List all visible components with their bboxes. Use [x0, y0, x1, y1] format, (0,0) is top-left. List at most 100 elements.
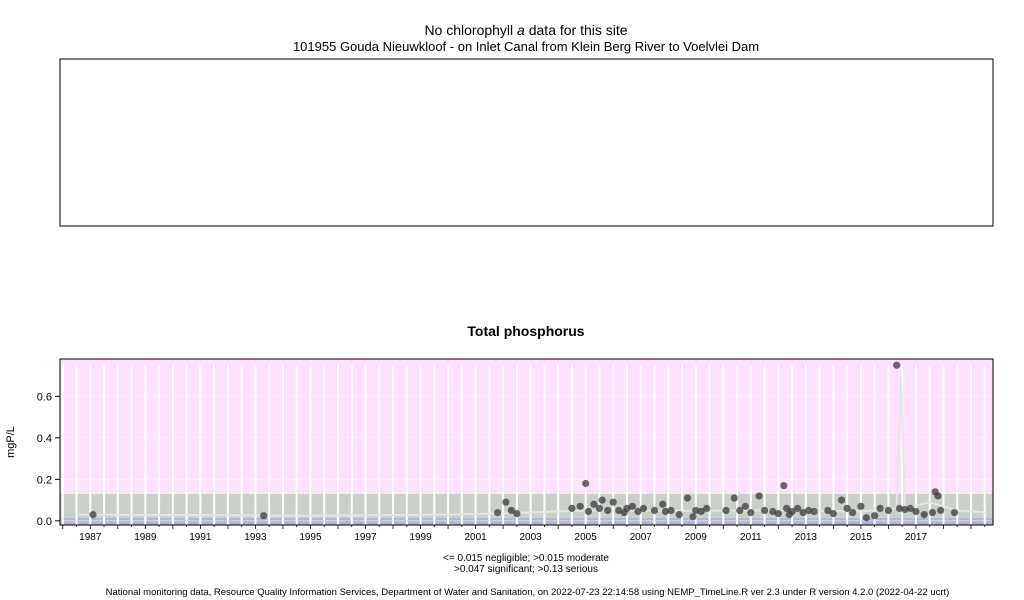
data-point — [595, 504, 604, 512]
data-point — [920, 511, 928, 519]
data-point — [755, 492, 763, 500]
phosphorus-panel-frame — [59, 358, 994, 526]
data-point — [849, 508, 857, 517]
data-point — [782, 504, 791, 512]
band-serious — [60, 359, 993, 494]
data-point — [950, 508, 959, 517]
data-point — [598, 496, 606, 504]
data-point — [675, 511, 683, 519]
data-point — [513, 509, 521, 518]
data-point — [884, 506, 893, 515]
data-point — [659, 500, 667, 508]
data-point — [722, 506, 730, 515]
data-point — [793, 504, 802, 512]
y-axis-label: mgP/L — [5, 426, 17, 458]
data-point — [697, 507, 705, 516]
x-tick-label: 1991 — [189, 532, 212, 543]
data-point — [628, 502, 637, 510]
no-data-prefix: No chlorophyll — [424, 22, 518, 38]
x-tick-label: 2011 — [740, 532, 762, 543]
data-point — [260, 512, 268, 520]
x-tick-label: 1989 — [134, 532, 157, 543]
data-point — [829, 509, 837, 518]
data-point — [838, 496, 846, 504]
data-point — [507, 506, 515, 515]
no-data-suffix: data for this site — [524, 22, 628, 38]
data-point — [692, 506, 700, 515]
x-tick-label: 2007 — [630, 532, 653, 543]
x-tick-label: 1995 — [299, 532, 322, 543]
data-point — [799, 508, 807, 517]
data-point — [582, 479, 590, 488]
data-point — [502, 498, 510, 506]
data-point — [741, 502, 749, 510]
data-point — [912, 507, 920, 516]
no-chlorophyll-title: No chlorophyll a data for this site — [0, 22, 1024, 38]
no-data-italic: a — [517, 22, 525, 38]
data-point — [769, 507, 777, 516]
data-point — [590, 500, 598, 508]
data-point — [862, 514, 870, 522]
data-point — [901, 505, 909, 514]
data-point — [805, 506, 813, 515]
data-point — [780, 481, 788, 490]
y-tick-label: 0.2 — [37, 474, 52, 486]
data-point — [667, 506, 675, 515]
phosphorus-title: Total phosphorus — [467, 323, 585, 339]
data-point — [661, 507, 670, 516]
data-point — [703, 504, 711, 512]
band-negligible — [60, 517, 993, 525]
data-point — [843, 504, 851, 512]
data-point — [89, 511, 97, 519]
threshold-legend-line-2: >0.047 significant; >0.13 serious — [454, 564, 598, 575]
x-tick-label: 1999 — [409, 532, 432, 543]
threshold-legend-line-1: <= 0.015 negligible; >0.015 moderate — [443, 553, 609, 564]
data-point — [736, 506, 744, 515]
y-tick-label: 0.0 — [37, 516, 52, 528]
footer-credit: National monitoring data, Resource Quali… — [105, 587, 950, 598]
data-point — [623, 504, 631, 512]
data-point — [895, 504, 904, 512]
x-tick-label: 2009 — [685, 532, 708, 543]
band-moderate — [60, 511, 993, 518]
empty-chlorophyll-panel — [59, 58, 994, 227]
data-point — [934, 492, 942, 500]
data-point — [871, 512, 879, 520]
data-point — [615, 506, 623, 515]
data-point — [576, 502, 584, 510]
data-point — [774, 509, 782, 518]
data-point — [760, 506, 769, 515]
x-tick-label: 2017 — [905, 532, 928, 543]
x-tick-label: 2015 — [850, 532, 873, 543]
data-point — [788, 507, 796, 516]
data-point — [730, 494, 738, 502]
data-point — [876, 504, 884, 512]
y-tick-label: 0.6 — [37, 391, 52, 403]
data-point — [689, 513, 697, 521]
data-point — [639, 504, 648, 512]
x-tick-label: 1987 — [79, 532, 102, 543]
x-tick-label: 2013 — [795, 532, 818, 543]
x-tick-label: 1997 — [354, 532, 377, 543]
data-point — [928, 508, 937, 517]
x-tick-label: 2003 — [520, 532, 543, 543]
y-tick-label: 0.4 — [37, 433, 52, 445]
data-point — [609, 498, 617, 506]
data-point — [857, 502, 865, 510]
data-point — [747, 508, 755, 517]
data-point — [906, 504, 915, 512]
x-tick-label: 1993 — [244, 532, 267, 543]
data-point — [893, 361, 901, 369]
data-point — [634, 507, 642, 516]
data-point — [810, 507, 818, 516]
data-point — [824, 506, 832, 515]
data-point — [650, 506, 659, 515]
data-point — [604, 506, 612, 515]
data-point — [568, 504, 576, 512]
data-point — [584, 507, 593, 516]
data-point — [494, 508, 502, 517]
x-tick-label: 2001 — [464, 532, 487, 543]
x-tick-label: 2005 — [575, 532, 598, 543]
data-point — [683, 494, 692, 502]
